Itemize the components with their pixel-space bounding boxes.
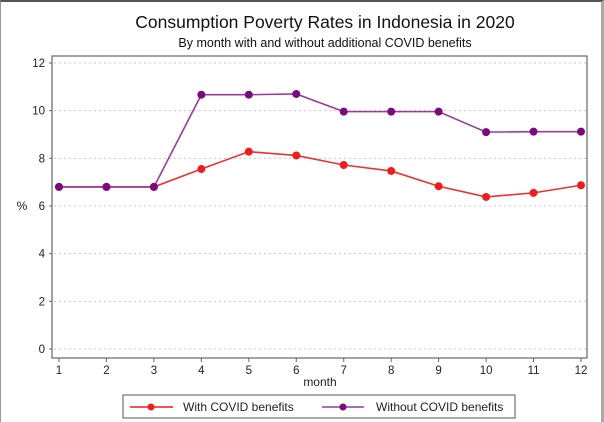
data-point <box>149 182 158 191</box>
legend-label-with: With COVID benefits <box>183 400 294 414</box>
y-axis-label: % <box>17 199 28 213</box>
x-tick-label: 4 <box>198 365 205 377</box>
x-tick-label: 2 <box>103 365 109 377</box>
data-point <box>434 107 443 116</box>
x-tick-label: 11 <box>528 365 540 377</box>
series-without-covid-benefits <box>55 89 585 191</box>
x-tick-label: 8 <box>388 365 394 377</box>
gridlines <box>54 62 586 350</box>
y-tick-label: 10 <box>32 106 45 118</box>
data-point <box>292 89 301 98</box>
chart-title: Consumption Poverty Rates in Indonesia i… <box>135 12 515 32</box>
data-point <box>482 192 491 201</box>
x-tick-label: 7 <box>341 365 347 377</box>
x-tick-label: 3 <box>151 365 157 377</box>
chart-subtitle: By month with and without additional COV… <box>178 36 471 50</box>
data-point <box>292 151 301 160</box>
x-tick-label: 5 <box>246 365 252 377</box>
x-axis-ticks: 1 2 3 4 5 6 7 8 9 10 11 12 <box>56 358 588 377</box>
x-tick-label: 6 <box>293 365 299 377</box>
legend-marker-with <box>147 403 155 411</box>
data-point <box>482 128 491 137</box>
legend-label-without: Without COVID benefits <box>376 400 503 414</box>
data-point <box>55 182 63 191</box>
series-group <box>55 89 585 201</box>
data-point <box>244 147 253 156</box>
x-tick-label: 12 <box>575 365 588 377</box>
series-line <box>59 93 581 188</box>
legend-marker-without <box>339 403 347 411</box>
y-tick-label: 4 <box>39 249 46 261</box>
legend-box <box>122 394 516 419</box>
data-point <box>434 182 443 191</box>
x-tick-label: 1 <box>56 365 62 377</box>
x-axis-label: month <box>303 375 336 389</box>
y-tick-label: 2 <box>39 296 45 308</box>
data-point <box>387 107 396 116</box>
data-point <box>529 188 538 197</box>
plot-frame <box>51 55 588 359</box>
data-point <box>197 165 206 174</box>
data-point <box>339 107 348 116</box>
y-tick-label: 8 <box>39 153 45 165</box>
data-point <box>244 90 253 99</box>
legend: With COVID benefits Without COVID benefi… <box>122 394 516 419</box>
data-point <box>102 182 111 191</box>
data-point <box>339 161 348 170</box>
data-point <box>577 127 585 136</box>
series-with-covid-benefits <box>55 147 585 201</box>
y-axis-ticks: 0 2 4 6 8 10 12 <box>32 58 52 356</box>
data-point <box>197 90 206 99</box>
data-point <box>529 127 538 136</box>
data-point <box>577 181 585 190</box>
x-tick-label: 9 <box>435 365 441 377</box>
y-tick-label: 0 <box>39 344 45 356</box>
y-tick-label: 12 <box>32 58 45 70</box>
data-point <box>387 166 396 175</box>
x-tick-label: 10 <box>480 365 493 377</box>
y-tick-label: 6 <box>39 201 45 213</box>
